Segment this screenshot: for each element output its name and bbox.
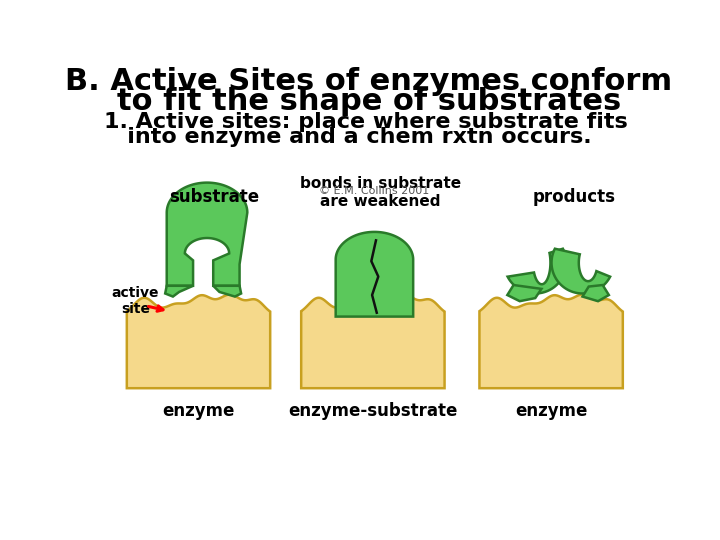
Text: enzyme: enzyme: [162, 402, 235, 420]
Text: B. Active Sites of enzymes conform: B. Active Sites of enzymes conform: [66, 68, 672, 96]
Polygon shape: [127, 294, 270, 388]
Text: 1. Active sites: place where substrate fits: 1. Active sites: place where substrate f…: [104, 112, 628, 132]
Text: to fit the shape of substrates: to fit the shape of substrates: [117, 87, 621, 116]
Polygon shape: [213, 286, 241, 296]
Text: into enzyme and a chem rxtn occurs.: into enzyme and a chem rxtn occurs.: [104, 127, 592, 147]
Polygon shape: [582, 285, 609, 301]
Polygon shape: [508, 249, 566, 293]
Polygon shape: [552, 249, 610, 293]
Text: bonds in substrate
are weakened: bonds in substrate are weakened: [300, 177, 462, 209]
Text: © E.M. Collins 2001: © E.M. Collins 2001: [319, 186, 429, 195]
Polygon shape: [480, 294, 623, 388]
Polygon shape: [508, 285, 541, 301]
Text: substrate: substrate: [169, 188, 259, 206]
Text: enzyme-substrate: enzyme-substrate: [288, 402, 458, 420]
Polygon shape: [336, 232, 413, 316]
Text: enzyme: enzyme: [515, 402, 588, 420]
Polygon shape: [165, 286, 193, 296]
Text: active
site: active site: [112, 286, 159, 316]
Polygon shape: [301, 294, 444, 388]
Text: products: products: [533, 188, 616, 206]
Polygon shape: [167, 183, 248, 286]
